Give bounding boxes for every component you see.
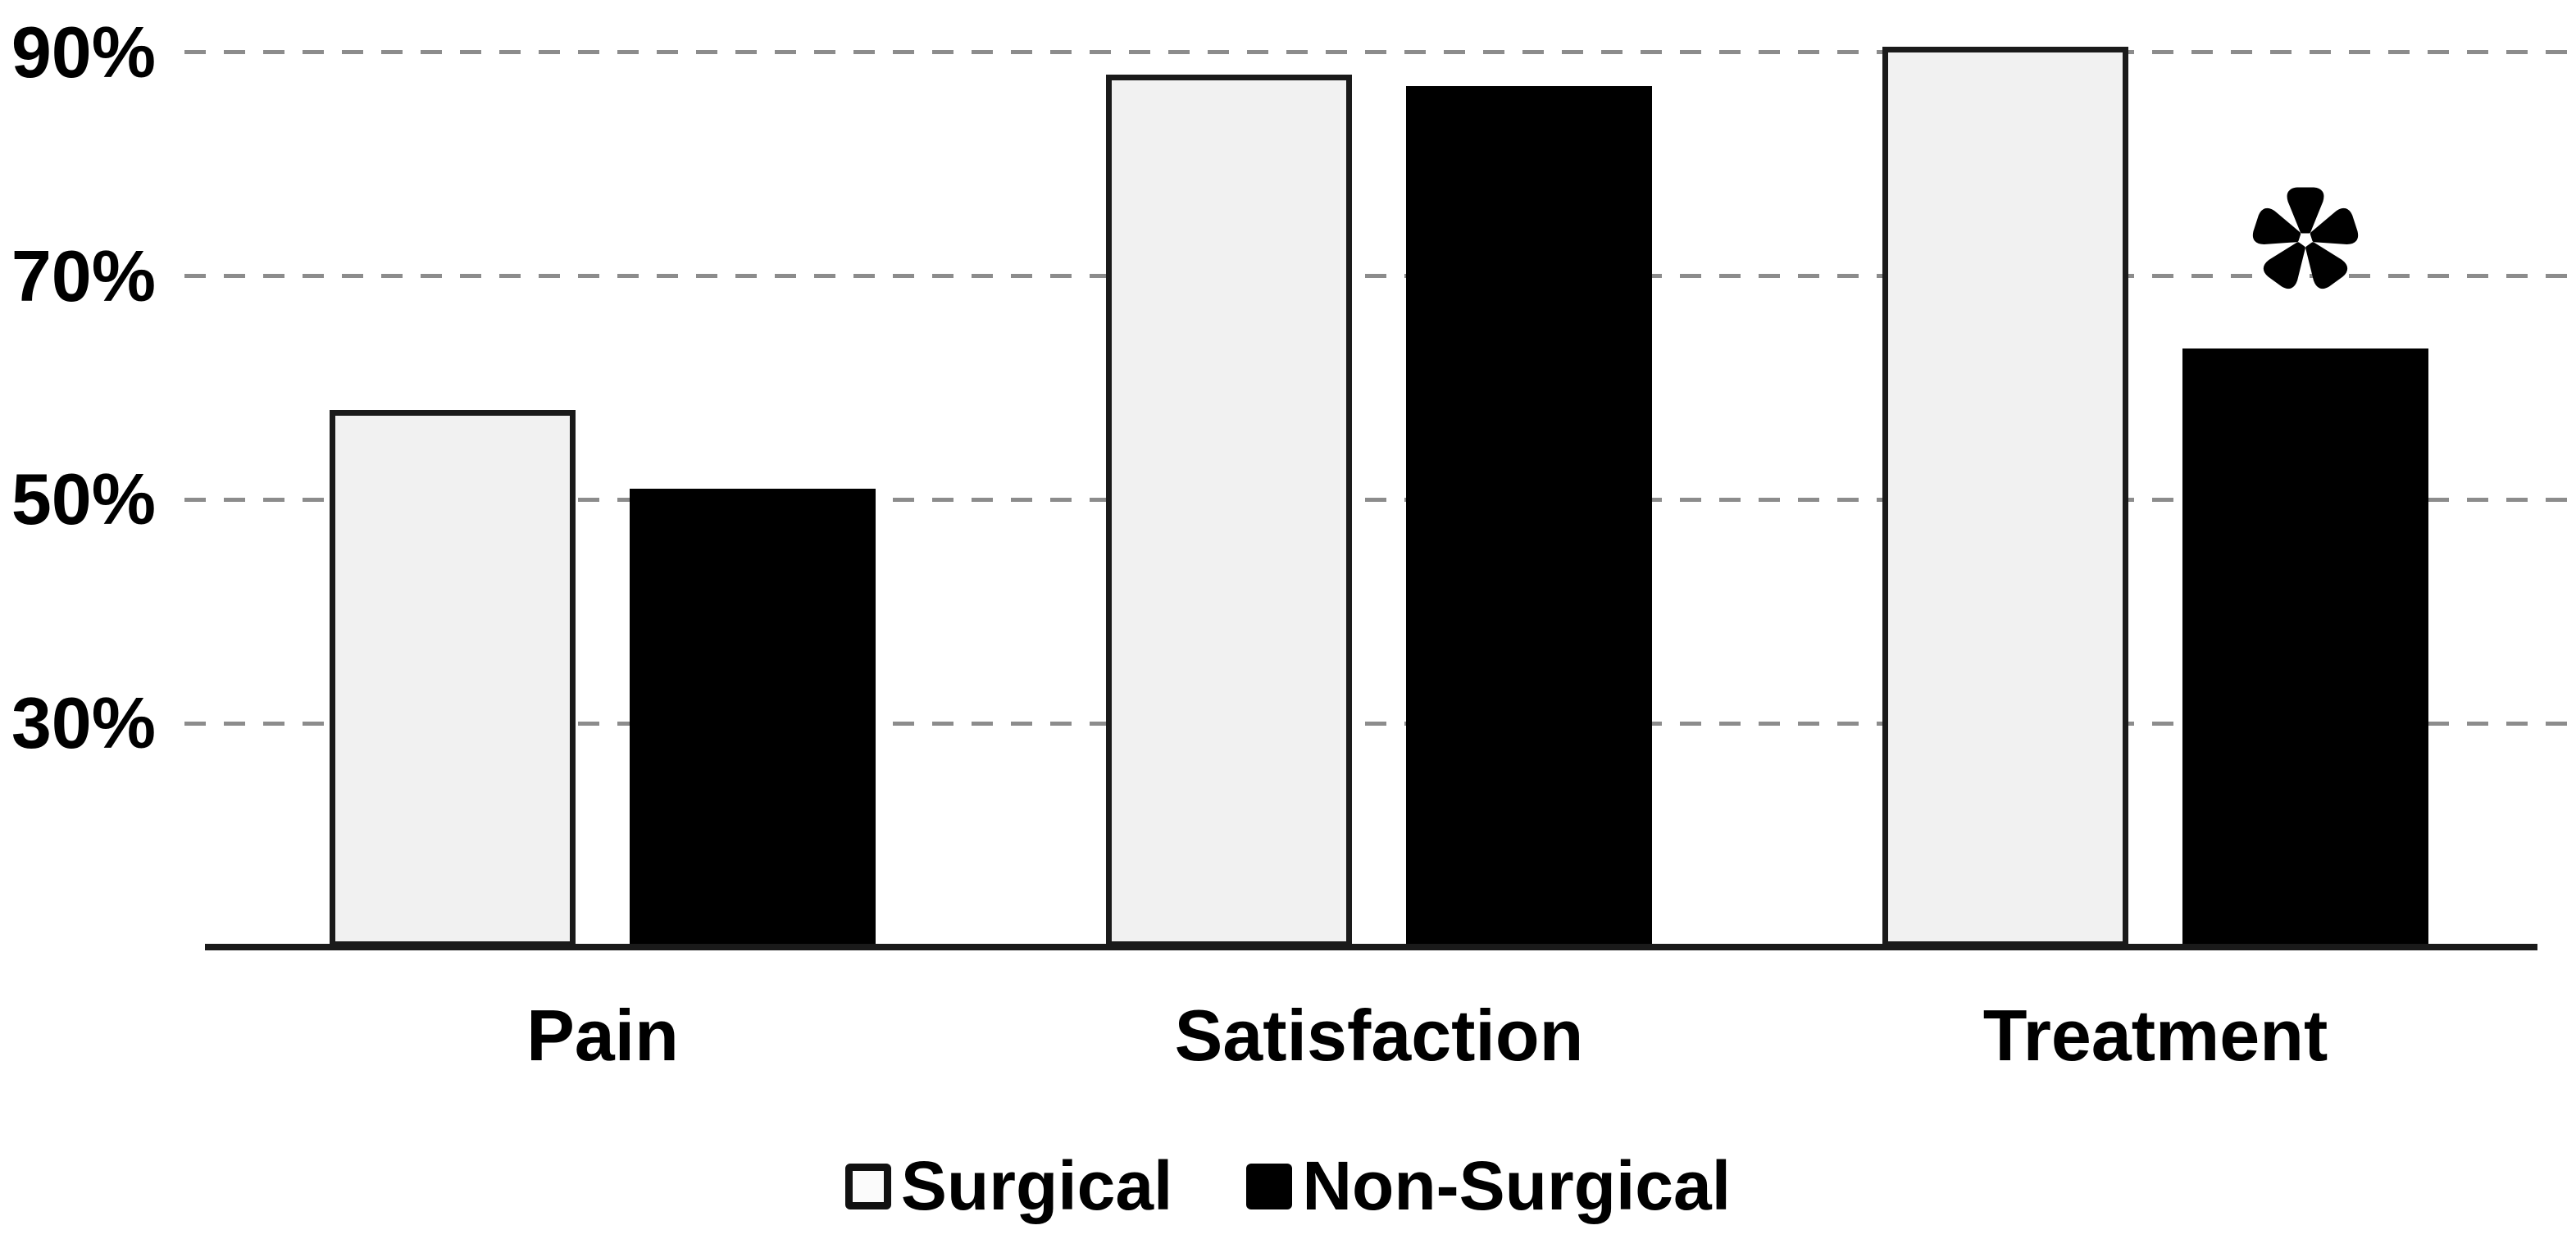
y-tick-label-90: 90% <box>11 11 156 93</box>
category-label-treatment: Treatment <box>1982 995 2328 1076</box>
y-tick-label-70: 70% <box>11 235 156 317</box>
gridline-70 <box>184 274 2570 279</box>
bar-surgical-pain <box>330 410 576 947</box>
gridline-50 <box>184 497 2570 502</box>
category-label-pain: Pain <box>526 995 679 1076</box>
y-tick-label-30: 30% <box>11 682 156 764</box>
y-tick-label-50: 50% <box>11 458 156 540</box>
significance-asterisk-icon <box>2248 182 2363 297</box>
bar-surgical-treatment <box>1882 46 2128 947</box>
legend-item-non-surgical: Non-Surgical <box>1246 1146 1731 1226</box>
legend-marker-surgical <box>844 1163 891 1209</box>
gridline-30 <box>184 721 2570 726</box>
legend-label-surgical: Surgical <box>900 1147 1173 1224</box>
category-label-satisfaction: Satisfaction <box>1174 995 1584 1076</box>
legend-item-surgical: Surgical <box>844 1146 1173 1226</box>
legend-marker-non-surgical <box>1246 1163 1293 1209</box>
gridline-90 <box>184 50 2570 55</box>
x-axis-line <box>205 944 2537 950</box>
bar-non-surgical-satisfaction <box>1406 85 1652 947</box>
bar-non-surgical-treatment <box>2182 348 2428 947</box>
bar-non-surgical-pain <box>630 488 876 947</box>
legend: Surgical Non-Surgical <box>0 1146 2576 1226</box>
legend-label-non-surgical: Non-Surgical <box>1302 1147 1732 1224</box>
bar-surgical-satisfaction <box>1106 75 1352 947</box>
